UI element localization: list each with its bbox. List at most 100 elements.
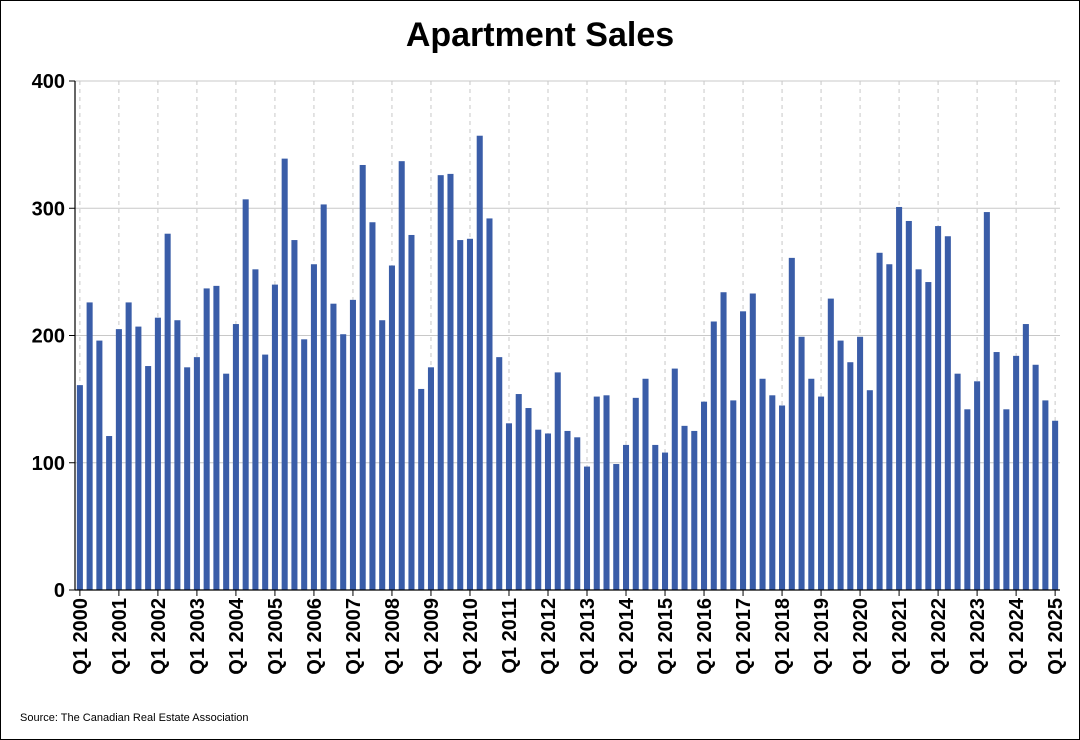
bar [564,430,571,590]
bar [86,302,93,590]
bar [847,362,854,590]
bar [340,334,347,590]
x-tick-label: Q1 2025 [1045,598,1067,675]
x-tick-label: Q1 2010 [460,598,482,675]
bar [427,367,434,590]
bar [379,320,386,590]
bar [154,317,161,590]
x-tick-label: Q1 2014 [616,597,638,675]
bar [184,367,191,590]
bar [896,206,903,591]
bar [486,218,493,590]
bar [242,199,249,590]
x-tick-label: Q1 2019 [811,598,833,675]
x-tick-label: Q1 2002 [148,598,170,675]
bar [145,366,152,590]
bar [135,326,142,590]
x-tick-label: Q1 2022 [928,598,950,675]
bar [818,396,825,590]
bar [125,302,132,590]
x-tick-label: Q1 2003 [187,598,209,675]
bar [193,357,200,590]
chart-title: Apartment Sales [405,16,675,54]
y-tick-label: 400 [32,71,65,93]
bar [593,396,600,590]
bar [681,425,688,590]
bar [301,339,308,590]
bar [613,464,620,590]
bar [232,324,239,590]
bar [759,378,766,590]
bar [779,405,786,590]
bar [408,234,415,590]
bar [252,269,259,590]
x-tick-label: Q1 2021 [889,598,911,675]
bar [349,299,356,590]
source-note: Source: The Canadian Real Estate Associa… [20,712,249,724]
x-tick-label: Q1 2020 [850,598,872,675]
bar [749,293,756,590]
bar [106,436,113,590]
y-tick-label: 200 [32,326,65,348]
bar [798,336,805,590]
bar [271,284,278,590]
bar [535,429,542,590]
bar [769,395,776,590]
bar [944,236,951,590]
bar [642,378,649,590]
bar [583,466,591,590]
y-tick-label: 100 [32,453,65,475]
bar [691,430,698,590]
bar [983,212,990,590]
x-tick-label: Q1 2006 [304,598,326,675]
bar [515,394,522,590]
bar [1013,355,1020,590]
x-tick-label: Q1 2000 [70,598,92,675]
bar [398,161,405,591]
bar [544,433,552,590]
bar [915,269,922,590]
bar [174,320,181,590]
bar [476,135,483,590]
bar [720,292,727,590]
bar [905,220,912,590]
bar [671,368,678,590]
bar [505,423,513,590]
bar [281,158,288,590]
bar [935,226,942,590]
x-tick-label: Q1 2023 [967,598,989,675]
bar [262,354,269,590]
bar [740,311,747,590]
bar [827,298,834,590]
bar [418,388,425,590]
x-tick-label: Q1 2015 [655,598,677,675]
x-tick-label: Q1 2018 [772,598,794,675]
bar [164,233,171,590]
bar [954,373,961,590]
bar [291,240,298,590]
bar [837,340,844,590]
x-tick-label: Q1 2016 [694,598,716,675]
bar [1042,400,1049,590]
bar [1003,409,1010,590]
x-tick-label: Q1 2013 [577,598,599,675]
x-tick-label: Q1 2004 [226,597,248,675]
bar [857,336,864,590]
bar [710,321,717,590]
bar [466,238,473,591]
bar [925,282,932,590]
bar [1032,364,1039,590]
bar [447,173,454,590]
bar [525,408,532,590]
bar [730,400,737,590]
bar [1022,324,1029,590]
bar [388,265,395,590]
bar [213,285,220,590]
y-tick-label: 0 [54,580,65,602]
y-tick-label: 300 [32,198,65,220]
bar [993,352,1000,590]
bar [866,390,873,590]
bar [115,329,122,590]
bar [886,264,893,590]
